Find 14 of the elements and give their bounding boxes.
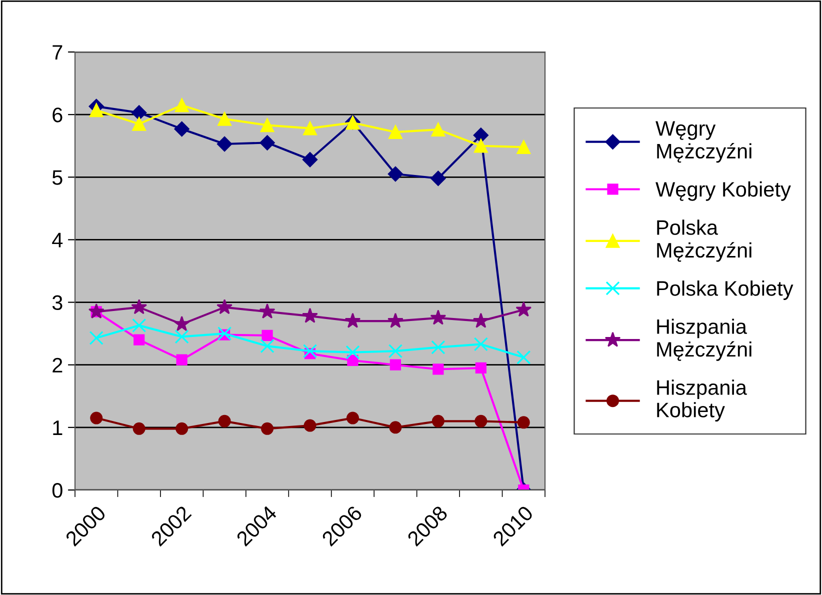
legend-label: Węgry Mężczyźni — [656, 121, 752, 163]
legend-label: Polska Mężczyźni — [657, 220, 752, 262]
y-tick-label: 4 — [52, 232, 63, 248]
y-tick-label: 1 — [53, 420, 62, 435]
y-tick-label: 6 — [52, 108, 62, 122]
legend-label: Hiszpania Kobiety — [657, 380, 747, 422]
y-tick-label: 2 — [52, 358, 62, 372]
legend-label: Polska Kobiety — [657, 280, 794, 300]
y-tick-label: 3 — [52, 295, 62, 310]
legend-label: Hiszpania Mężczyźni — [657, 318, 752, 361]
y-tick-label: 7 — [52, 45, 62, 60]
y-tick-label: 0 — [52, 483, 62, 498]
legend-label: Węgry Kobiety — [656, 181, 791, 201]
y-tick-label: 5 — [52, 170, 62, 185]
